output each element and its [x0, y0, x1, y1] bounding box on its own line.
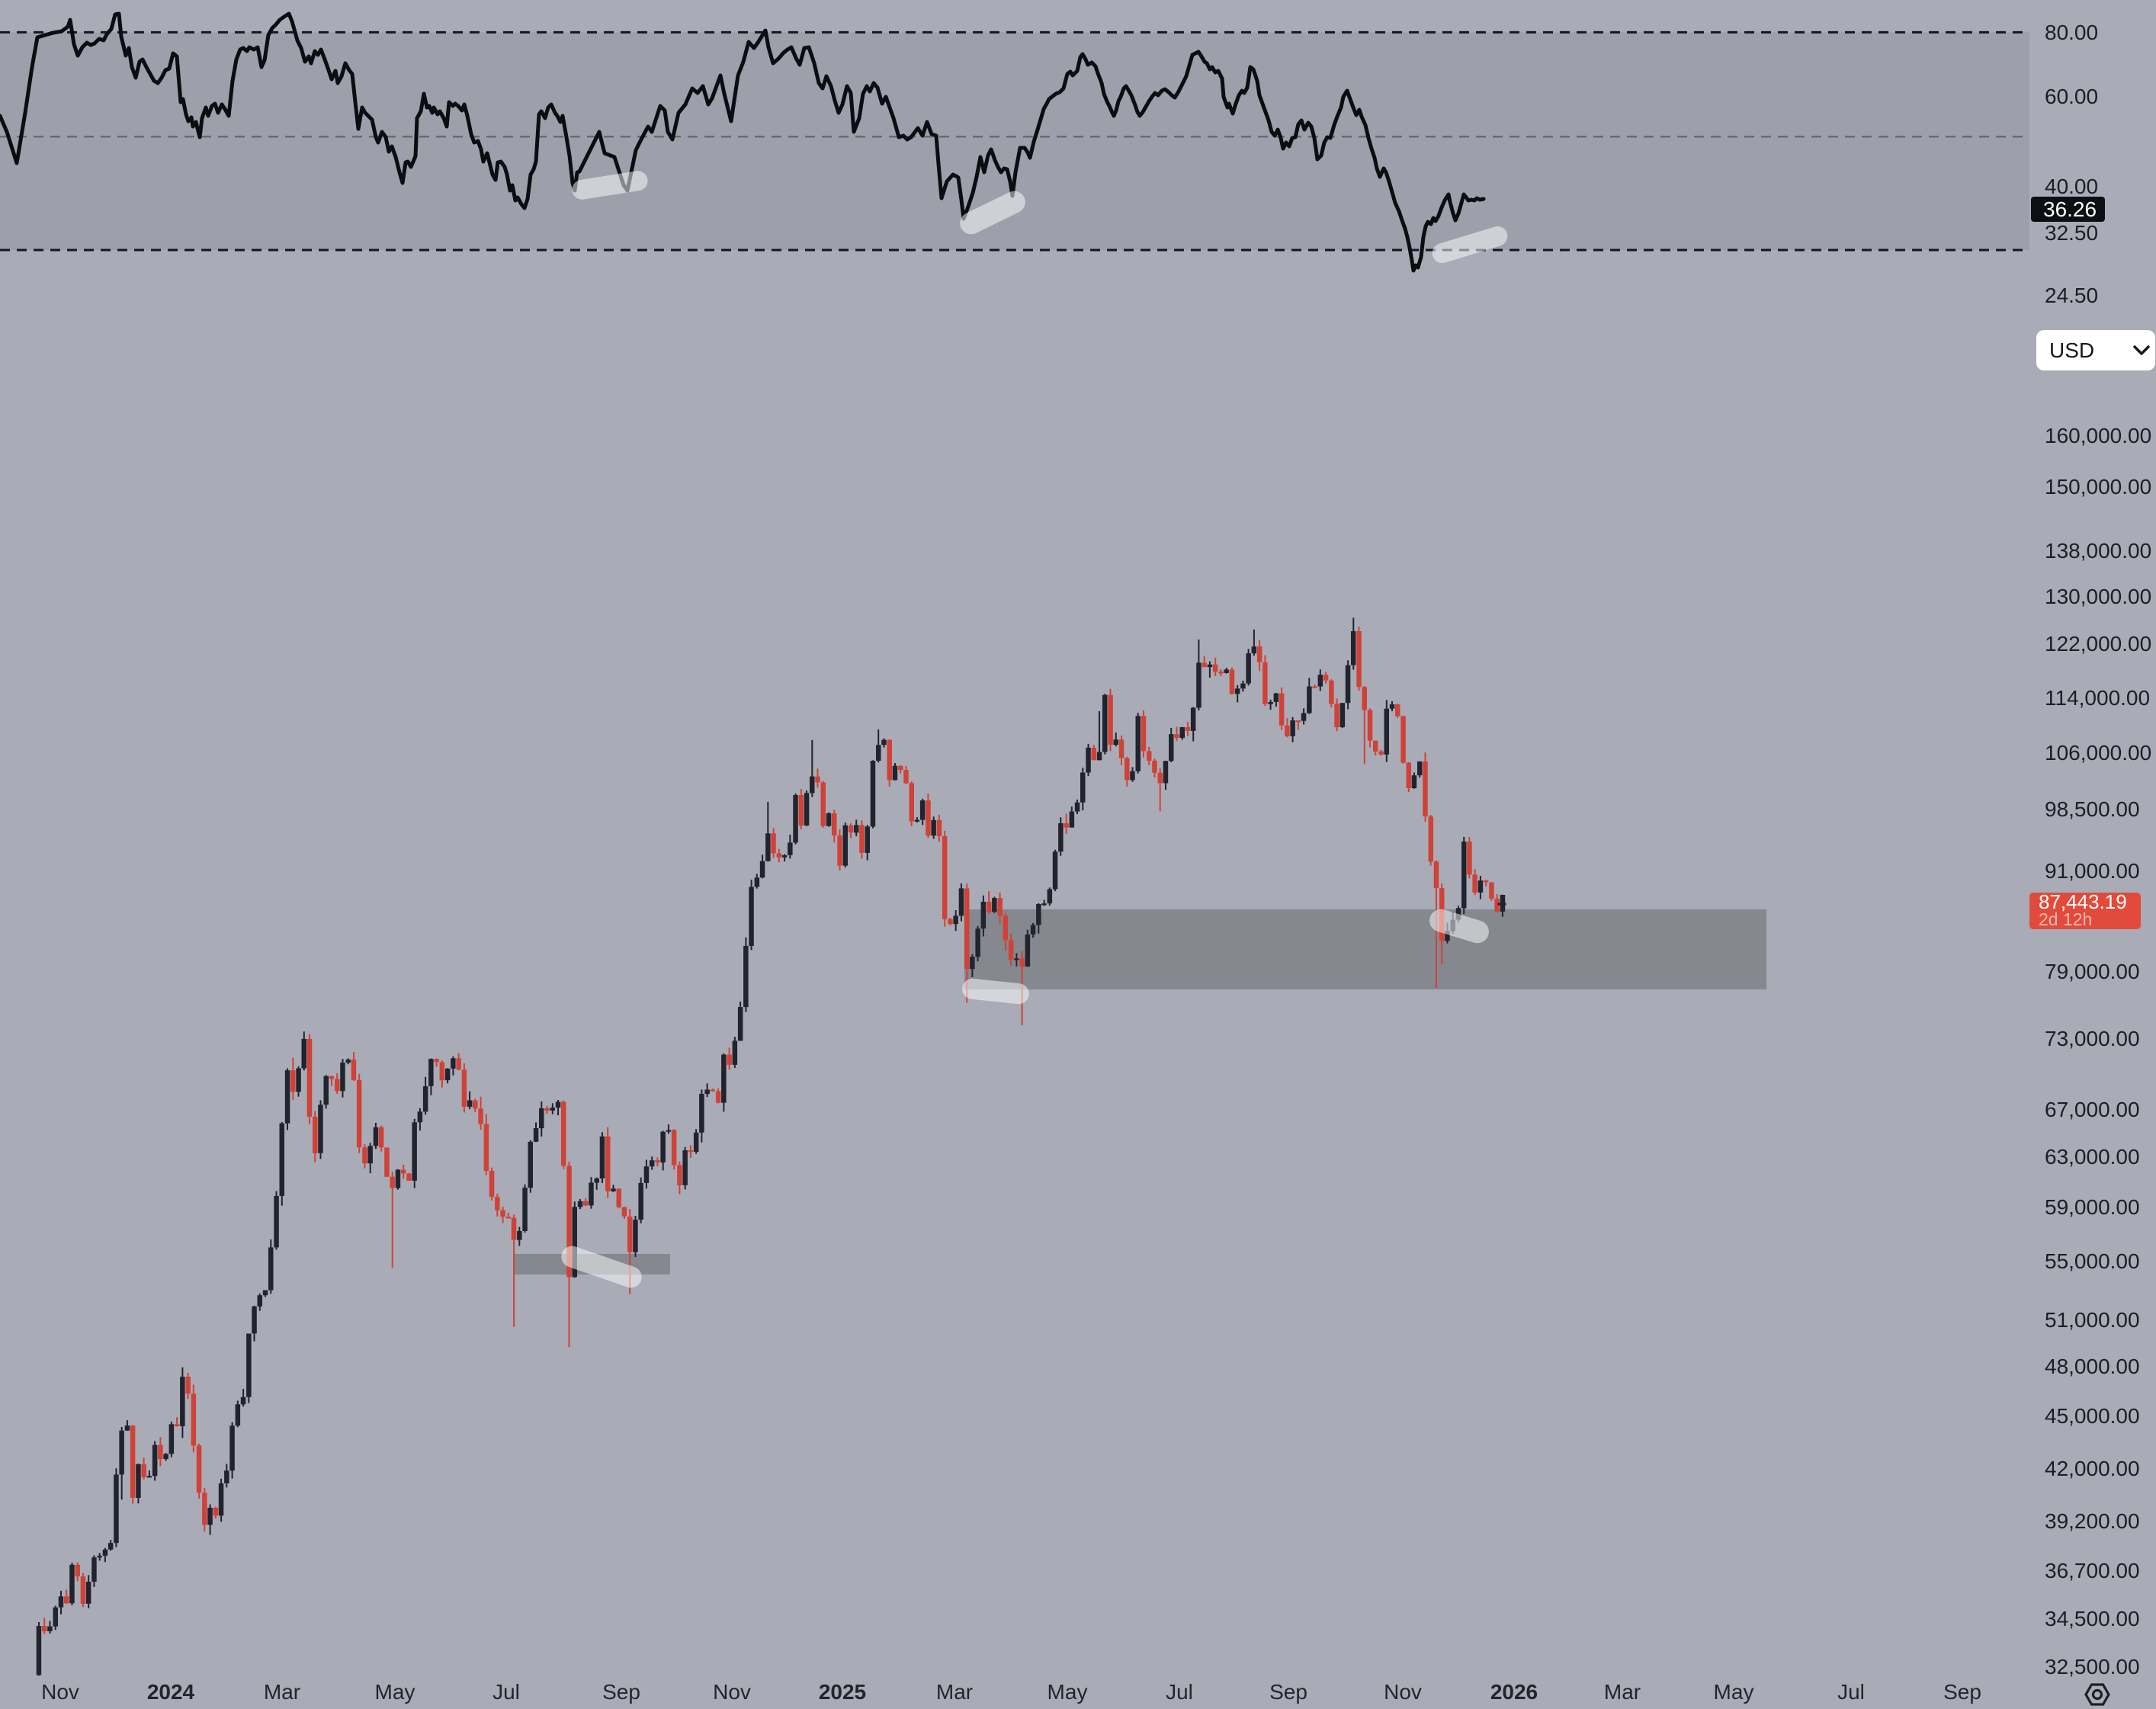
svg-text:Jul: Jul	[1837, 1680, 1865, 1704]
svg-text:Mar: Mar	[1604, 1680, 1641, 1704]
svg-text:Jul: Jul	[1166, 1680, 1193, 1704]
svg-text:73,000.00: 73,000.00	[2045, 1027, 2140, 1050]
svg-text:May: May	[375, 1680, 415, 1704]
svg-text:Sep: Sep	[1943, 1680, 1981, 1704]
svg-text:40.00: 40.00	[2045, 175, 2098, 198]
svg-text:Sep: Sep	[1269, 1680, 1307, 1704]
svg-text:32,500.00: 32,500.00	[2045, 1655, 2140, 1679]
svg-text:36,700.00: 36,700.00	[2045, 1559, 2140, 1582]
svg-text:45,000.00: 45,000.00	[2045, 1404, 2140, 1428]
svg-text:67,000.00: 67,000.00	[2045, 1098, 2140, 1121]
svg-text:106,000.00: 106,000.00	[2045, 741, 2151, 765]
svg-text:80.00: 80.00	[2045, 21, 2098, 44]
svg-text:24.50: 24.50	[2045, 284, 2098, 307]
svg-text:2026: 2026	[1490, 1680, 1538, 1704]
svg-text:39,200.00: 39,200.00	[2045, 1509, 2140, 1533]
svg-text:87,443.19: 87,443.19	[2039, 890, 2127, 913]
svg-text:91,000.00: 91,000.00	[2045, 859, 2140, 883]
svg-text:60.00: 60.00	[2045, 85, 2098, 108]
svg-text:36.26: 36.26	[2043, 197, 2097, 221]
svg-text:Mar: Mar	[936, 1680, 973, 1704]
svg-text:May: May	[1048, 1680, 1088, 1704]
svg-text:138,000.00: 138,000.00	[2045, 539, 2151, 563]
svg-text:2024: 2024	[147, 1680, 195, 1704]
svg-text:150,000.00: 150,000.00	[2045, 475, 2151, 499]
svg-text:130,000.00: 130,000.00	[2045, 585, 2151, 608]
svg-text:98,500.00: 98,500.00	[2045, 797, 2140, 821]
svg-text:May: May	[1714, 1680, 1754, 1704]
svg-text:2d 12h: 2d 12h	[2039, 909, 2092, 929]
svg-text:Sep: Sep	[602, 1680, 640, 1704]
svg-text:160,000.00: 160,000.00	[2045, 424, 2151, 447]
svg-text:Mar: Mar	[264, 1680, 300, 1704]
svg-text:2025: 2025	[819, 1680, 866, 1704]
svg-text:Nov: Nov	[41, 1680, 79, 1704]
svg-text:Nov: Nov	[1384, 1680, 1422, 1704]
svg-text:Jul: Jul	[492, 1680, 520, 1704]
svg-text:114,000.00: 114,000.00	[2045, 686, 2150, 710]
svg-text:32.50: 32.50	[2045, 221, 2098, 245]
svg-text:79,000.00: 79,000.00	[2045, 960, 2140, 983]
svg-text:48,000.00: 48,000.00	[2045, 1355, 2140, 1378]
svg-text:59,000.00: 59,000.00	[2045, 1195, 2140, 1219]
svg-text:122,000.00: 122,000.00	[2045, 632, 2151, 656]
svg-text:USD: USD	[2049, 338, 2094, 362]
svg-text:42,000.00: 42,000.00	[2045, 1457, 2140, 1480]
svg-text:Nov: Nov	[713, 1680, 751, 1704]
svg-text:51,000.00: 51,000.00	[2045, 1308, 2140, 1332]
svg-text:63,000.00: 63,000.00	[2045, 1145, 2140, 1169]
svg-text:34,500.00: 34,500.00	[2045, 1607, 2140, 1630]
svg-text:55,000.00: 55,000.00	[2045, 1249, 2140, 1273]
